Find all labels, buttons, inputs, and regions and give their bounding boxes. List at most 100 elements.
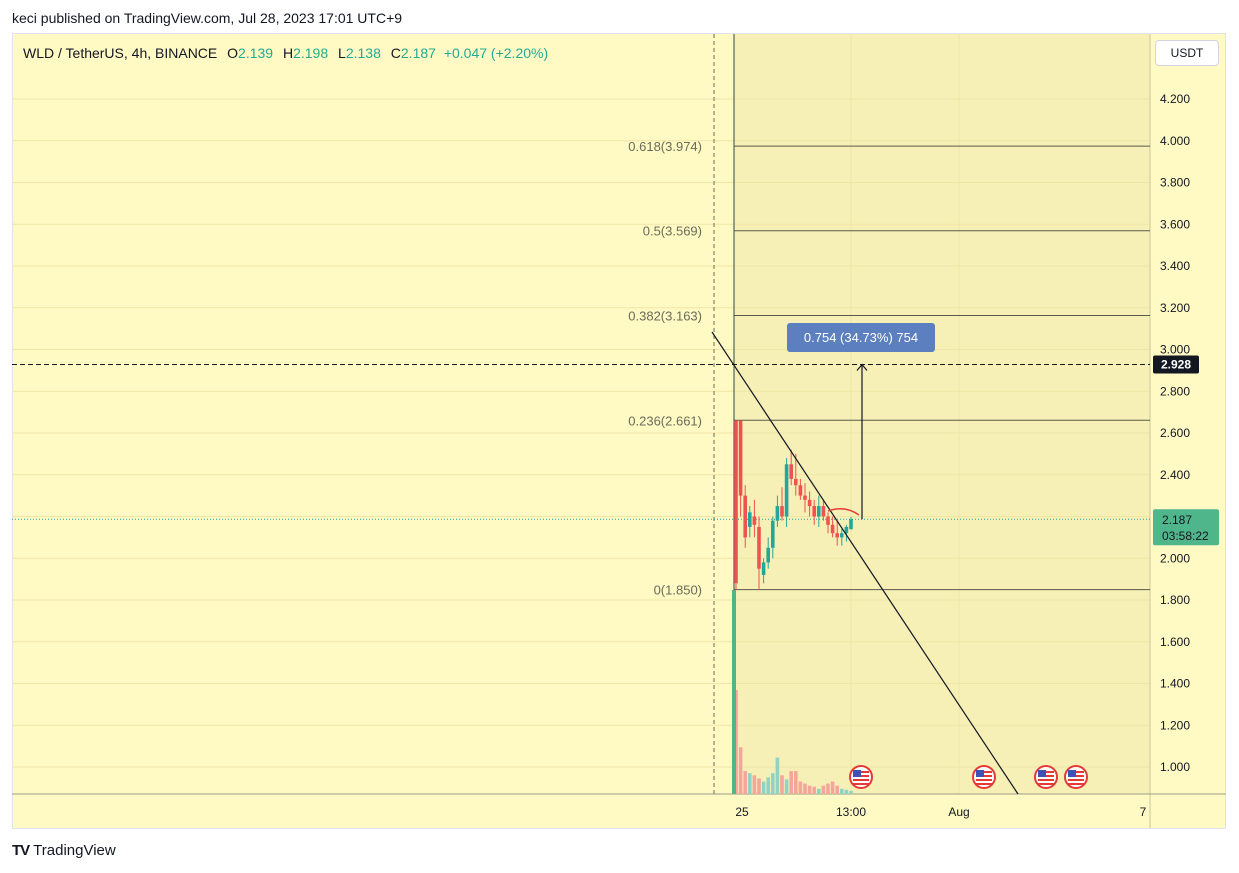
time-tick-label: Aug <box>948 805 969 819</box>
volume-bar <box>840 788 844 794</box>
volume-bar <box>775 757 780 794</box>
volume-bar <box>830 781 835 794</box>
candle[interactable] <box>761 558 766 584</box>
volume-bar <box>794 771 798 794</box>
candle[interactable] <box>738 420 743 517</box>
tradingview-brand: TradingView <box>33 842 116 859</box>
price-tick-label: 3.200 <box>1160 301 1190 315</box>
candle[interactable] <box>844 524 849 542</box>
volume-bar <box>743 771 747 794</box>
candle[interactable] <box>757 516 761 590</box>
candle[interactable] <box>775 495 780 527</box>
measure-label-box[interactable] <box>787 323 935 352</box>
descending-trendline[interactable] <box>711 331 1019 795</box>
open-value: 2.139 <box>238 45 274 61</box>
volume-bar <box>766 777 770 794</box>
candle[interactable] <box>780 487 784 521</box>
candle[interactable] <box>830 516 835 538</box>
volume-bars <box>732 590 853 794</box>
close-label: C <box>390 45 401 61</box>
candlestick-series[interactable] <box>734 420 853 590</box>
fib-level-label: 0.236(2.661) <box>628 413 702 428</box>
candle[interactable] <box>849 516 853 530</box>
candle[interactable] <box>794 453 798 496</box>
time-tick-label: 13:00 <box>836 805 866 819</box>
price-tick-label: 1.600 <box>1160 635 1190 649</box>
candle[interactable] <box>748 506 752 538</box>
red-curve-drawing[interactable] <box>827 508 860 516</box>
last-price-badge <box>1153 509 1219 546</box>
symbol-title[interactable]: WLD / TetherUS, 4h, BINANCE <box>23 45 218 61</box>
measure-arrow[interactable] <box>856 363 868 520</box>
candle[interactable] <box>826 512 830 534</box>
candle[interactable] <box>840 529 844 546</box>
volume-bar <box>780 775 784 794</box>
volume-bar <box>757 778 761 794</box>
measure-label: 0.754 (34.73%) 754 <box>804 330 918 345</box>
candle[interactable] <box>771 516 775 559</box>
economic-events[interactable] <box>849 765 1088 789</box>
change-value: +0.047 (+2.20%) <box>443 45 549 61</box>
candle[interactable] <box>734 420 738 590</box>
us-flag-event-icon[interactable] <box>972 765 996 789</box>
us-flag-event-icon[interactable] <box>849 765 873 789</box>
price-tick-label: 1.400 <box>1160 677 1190 691</box>
candle[interactable] <box>784 458 789 527</box>
candle[interactable] <box>807 491 812 517</box>
high-value: 2.198 <box>293 45 329 61</box>
countdown-label: 03:58:22 <box>1162 529 1209 543</box>
volume-bar <box>849 790 853 794</box>
last-price-label: 2.187 <box>1162 513 1192 527</box>
volume-bar <box>732 590 736 794</box>
fib-level-label: 0.5(3.569) <box>643 224 702 239</box>
horizontal-gridlines <box>12 98 1150 768</box>
fib-level-label: 0.618(3.974) <box>628 139 702 154</box>
target-price-badge <box>1153 355 1199 374</box>
volume-bar <box>789 771 793 794</box>
price-tick-label: 2.600 <box>1160 426 1190 440</box>
volume-bar <box>752 775 757 794</box>
symbol-legend[interactable]: WLD / TetherUS, 4h, BINANCE O2.139 H2.19… <box>23 45 548 61</box>
volume-bar <box>835 785 839 794</box>
price-tick-label: 4.200 <box>1160 92 1190 106</box>
high-label: H <box>282 45 294 61</box>
volume-bar <box>761 781 766 794</box>
us-flag-event-icon[interactable] <box>1064 765 1088 789</box>
candle[interactable] <box>766 537 770 569</box>
candle[interactable] <box>817 495 821 527</box>
range-highlight <box>734 34 1150 794</box>
publisher-header: keci published on TradingView.com, Jul 2… <box>12 10 403 26</box>
close-value: 2.187 <box>400 45 436 61</box>
candle[interactable] <box>752 499 757 538</box>
time-tick-label: 25 <box>735 805 749 819</box>
volume-bar <box>748 773 752 794</box>
price-axis[interactable]: 4.200 4.000 3.800 3.600 3.400 3.200 3.000 2.800… <box>1160 92 1190 774</box>
footer-branding[interactable]: TV TradingView <box>12 842 116 859</box>
vertical-gridlines <box>850 34 960 794</box>
price-tick-label: 2.000 <box>1160 551 1190 565</box>
us-flag-event-icon[interactable] <box>1034 765 1058 789</box>
fib-retracement[interactable]: 0.618(3.974) 0.5(3.569) 0.382(3.163) 0.236(… <box>628 139 1150 598</box>
candle[interactable] <box>789 449 793 486</box>
price-tick-label: 3.800 <box>1160 176 1190 190</box>
time-tick-label: 7 <box>1140 805 1147 819</box>
volume-bar <box>798 781 803 794</box>
open-label: O <box>227 45 239 61</box>
volume-bar <box>844 789 849 794</box>
volume-bar <box>784 779 789 794</box>
price-tick-label: 1.800 <box>1160 593 1190 607</box>
candle[interactable] <box>835 520 839 546</box>
time-axis[interactable]: 25 13:00 Aug 7 <box>735 805 1146 819</box>
candle[interactable] <box>821 499 826 521</box>
candle[interactable] <box>798 478 803 500</box>
target-price-label: 2.928 <box>1161 358 1191 372</box>
candle[interactable] <box>803 483 807 513</box>
price-tick-label: 4.000 <box>1160 134 1190 148</box>
volume-bar <box>817 788 821 794</box>
currency-button[interactable]: USDT <box>1155 40 1219 66</box>
candle[interactable] <box>743 485 747 548</box>
tradingview-logo-icon: TV <box>12 842 30 859</box>
price-tick-label: 2.800 <box>1160 384 1190 398</box>
candle[interactable] <box>812 499 816 525</box>
